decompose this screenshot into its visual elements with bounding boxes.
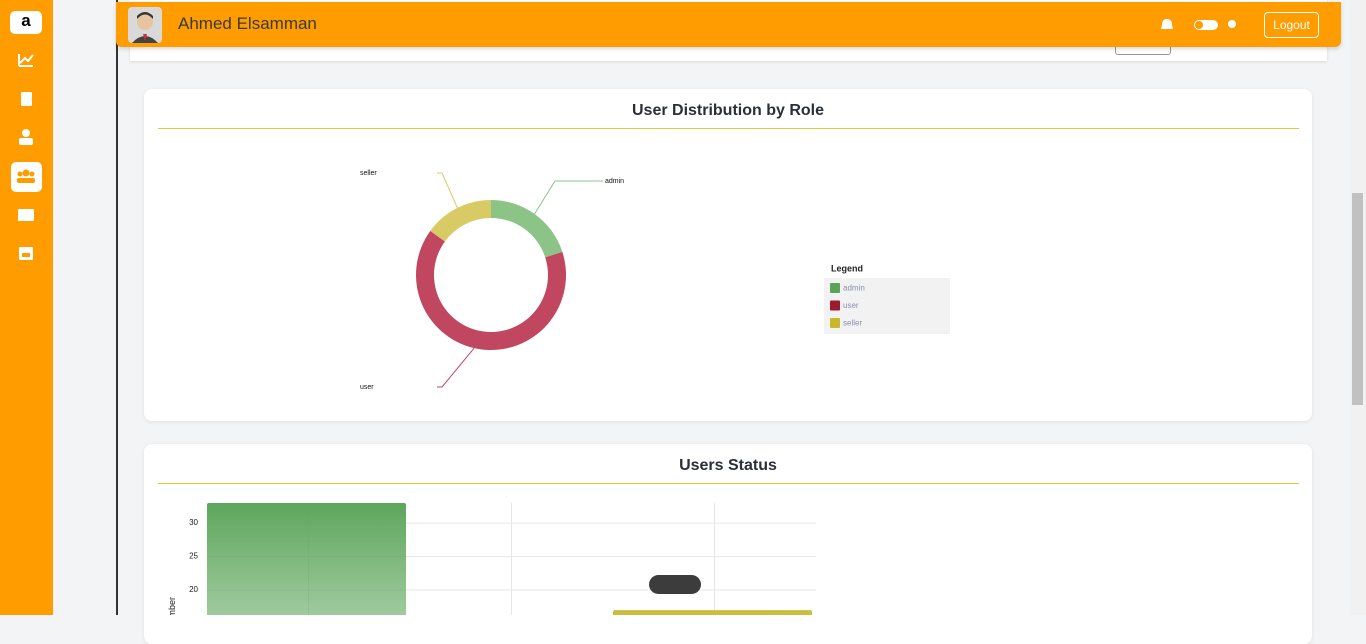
slice-label: admin: [605, 178, 624, 185]
sun-icon[interactable]: [1228, 20, 1236, 28]
bar: [613, 610, 812, 615]
icon-user[interactable]: [22, 129, 30, 137]
bar: [207, 503, 406, 615]
leader-line: [437, 339, 482, 388]
legend-title: Legend: [831, 263, 863, 273]
icon-users[interactable]: [22, 169, 30, 177]
legend-swatch: [830, 318, 840, 328]
charts: User Distribution by Role Users Status L…: [158, 102, 1299, 615]
y-tick-label: 25: [189, 552, 198, 561]
header-icons: [1161, 19, 1236, 30]
donut-slice: [430, 200, 491, 242]
active-item[interactable]: [11, 162, 42, 192]
sidebar: a: [0, 0, 53, 615]
y-axis-label: Number: [167, 597, 177, 615]
slice-label: seller: [360, 170, 377, 177]
floating-toolbar[interactable]: [649, 575, 701, 594]
chart-card: [144, 89, 1312, 421]
scrollbar-thumb[interactable]: [1352, 193, 1363, 405]
slice-label: user: [360, 384, 374, 391]
legend-label: user: [843, 301, 859, 310]
donut-slice: [491, 200, 563, 258]
legend-box: [824, 278, 950, 334]
leader-line: [529, 180, 603, 222]
chart-title: Users Status: [679, 457, 777, 474]
bell-icon[interactable]: [1161, 19, 1173, 29]
y-tick-label: 20: [189, 585, 198, 594]
select-box[interactable]: [1115, 44, 1171, 55]
donut-slice: [415, 230, 566, 351]
icon-box[interactable]: [18, 209, 34, 221]
logo[interactable]: a: [10, 11, 42, 34]
leader-line: [437, 172, 462, 217]
y-tick-label: 30: [189, 518, 198, 527]
logout-button[interactable]: Logout: [1264, 12, 1319, 38]
legend-label: seller: [843, 319, 862, 328]
sidebar-icons: [11, 54, 42, 260]
chart-title: User Distribution by Role: [632, 102, 824, 119]
avatar[interactable]: [128, 7, 162, 43]
legend-swatch: [830, 283, 840, 293]
header: Ahmed Elsamman Logout: [116, 2, 1341, 47]
legend-label: admin: [843, 284, 865, 293]
legend-swatch: [830, 300, 840, 311]
icon-invoice[interactable]: [21, 92, 32, 106]
user-name: Ahmed Elsamman: [178, 14, 317, 33]
